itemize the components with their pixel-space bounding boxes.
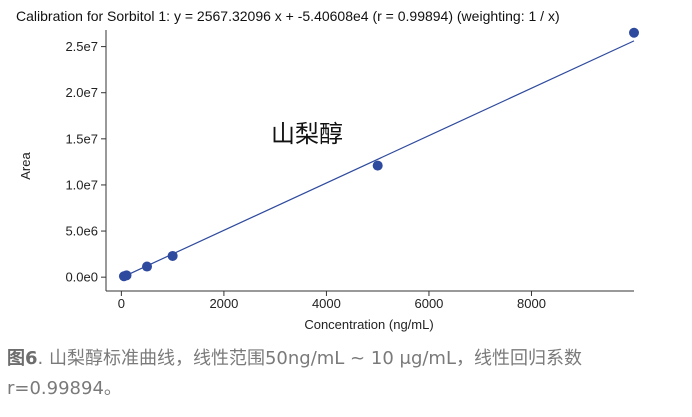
y-tick-label: 1.5e7 (65, 131, 98, 146)
data-point (167, 250, 178, 261)
x-tick-label: 6000 (414, 296, 443, 311)
chart-title: Calibration for Sorbitol 1: y = 2567.320… (16, 8, 560, 24)
figure-label: 图6 (7, 348, 38, 369)
calibration-chart: 0.0e0 5.0e6 1.0e7 1.5e7 2.0e7 2.5e7 0 2000 4000 6… (18, 27, 639, 332)
x-axis-label: Concentration (ng/mL) (304, 317, 433, 332)
data-point (142, 261, 153, 272)
y-tick-label: 0.0e0 (65, 270, 98, 285)
y-tick-label: 2.5e7 (65, 39, 98, 54)
x-tick-label: 2000 (209, 296, 238, 311)
axes: 0.0e0 5.0e6 1.0e7 1.5e7 2.0e7 2.5e7 0 2000 4000 6… (65, 30, 634, 311)
fit-line-layer (121, 40, 635, 279)
figure-caption: 图6. 山梨醇标准曲线，线性范围50ng/mL ~ 10 μg/mL，线性回归系… (7, 344, 687, 404)
x-tick-label: 4000 (312, 296, 341, 311)
x-tick-label: 8000 (517, 296, 546, 311)
y-tick-label: 5.0e6 (65, 224, 98, 239)
data-point (121, 270, 132, 281)
y-axis-label: Area (18, 152, 33, 180)
regression-line (121, 40, 635, 279)
data-point (629, 27, 639, 38)
x-tick-label: 0 (118, 296, 125, 311)
y-tick-label: 1.0e7 (65, 177, 98, 192)
caption-text: . 山梨醇标准曲线，线性范围50ng/mL ~ 10 μg/mL，线性回归系数r… (7, 348, 582, 399)
y-tick-label: 2.0e7 (65, 85, 98, 100)
chart-annotation: 山梨醇 (271, 120, 343, 148)
points-layer (118, 27, 639, 282)
data-point (372, 160, 383, 171)
